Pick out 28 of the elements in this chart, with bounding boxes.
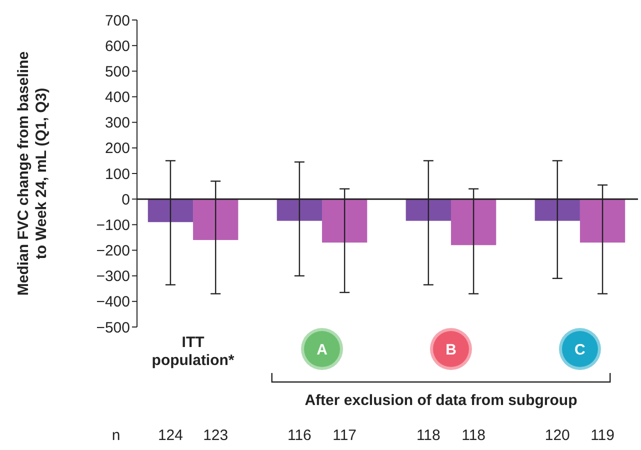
text: n [112, 427, 120, 444]
y-tick-label: 0 [122, 191, 130, 208]
y-tick-label: 500 [104, 63, 130, 80]
y-tick-label: 200 [104, 140, 130, 158]
text: 118 [416, 427, 440, 444]
y-tick-label: −100 [96, 216, 130, 234]
y-tick-label: −400 [96, 294, 130, 311]
y-tick-label: −300 [96, 268, 130, 286]
text: 124 [158, 427, 183, 444]
x-tick-label: C [574, 341, 586, 358]
y-tick-label: 300 [104, 114, 130, 132]
text: 119 [590, 427, 614, 444]
y-axis-title: Median FVC change from baseline to Week 24, mL (Q1, Q3) [15, 51, 50, 296]
y-tick-label: 400 [104, 89, 130, 106]
y-tick-label: 700 [104, 12, 130, 30]
y-tick-label: 600 [104, 38, 130, 55]
text: 118 [462, 427, 486, 444]
text: 120 [544, 427, 570, 444]
y-tick-label: −500 [96, 319, 130, 336]
x-tick-label: A [316, 341, 328, 358]
y-tick-label: −200 [96, 242, 130, 260]
text: 116 [287, 427, 312, 444]
text: 123 [203, 427, 228, 444]
y-tick-label: 100 [104, 166, 130, 183]
text: 117 [332, 427, 357, 444]
x-tick-label: ITT population* [152, 334, 234, 369]
x-tick-label: B [446, 341, 457, 358]
text: After exclusion of data from subgroup [304, 392, 578, 409]
